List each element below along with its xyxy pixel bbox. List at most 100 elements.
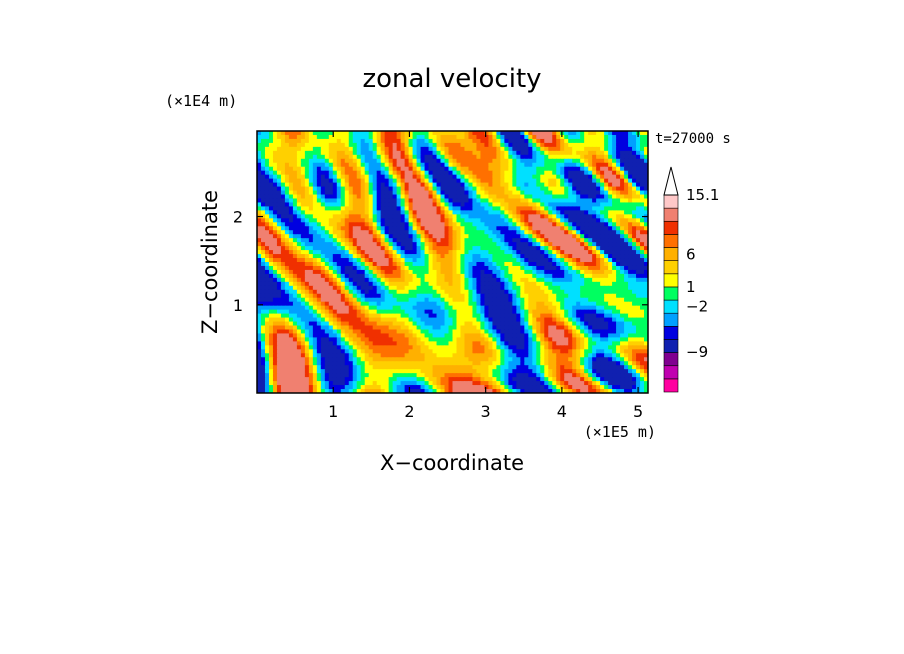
field-cell <box>588 131 593 136</box>
field-cell <box>600 190 605 196</box>
field-cell <box>356 309 362 315</box>
field-cell <box>300 238 306 243</box>
field-cell <box>428 150 434 156</box>
field-cell <box>476 194 482 200</box>
field-cell <box>268 258 274 263</box>
field-cell <box>636 321 641 327</box>
field-cell <box>500 277 505 283</box>
field-cell <box>296 174 302 180</box>
field-cell <box>320 250 326 255</box>
field-cell <box>260 222 266 227</box>
field-cell <box>604 325 609 331</box>
field-cell <box>280 325 286 331</box>
field-cell <box>448 198 454 204</box>
field-cell <box>384 297 390 303</box>
field-cell <box>572 297 577 303</box>
field-cell <box>600 285 605 291</box>
field-cell <box>356 174 362 180</box>
field-cell <box>624 162 629 168</box>
field-cell <box>580 265 585 271</box>
field-cell <box>336 265 342 271</box>
field-cell <box>368 317 374 323</box>
field-cell <box>332 131 338 136</box>
field-cell <box>508 317 513 323</box>
field-cell <box>316 218 322 223</box>
field-cell <box>308 170 314 176</box>
field-cell <box>480 309 486 315</box>
field-cell <box>560 309 565 315</box>
field-cell <box>368 134 374 140</box>
field-cell <box>556 281 561 287</box>
field-cell <box>480 226 486 231</box>
field-cell <box>612 309 617 315</box>
field-cell <box>448 265 454 271</box>
field-cell <box>616 146 621 152</box>
field-cell <box>428 226 434 231</box>
field-cell <box>296 317 302 323</box>
field-cell <box>420 214 426 219</box>
field-cell <box>460 234 466 239</box>
field-cell <box>600 242 605 247</box>
field-cell <box>612 138 617 144</box>
field-cell <box>520 131 525 136</box>
field-cell <box>540 293 545 299</box>
field-cell <box>316 210 322 215</box>
field-cell <box>340 313 346 319</box>
field-cell <box>368 206 374 211</box>
field-cell <box>328 194 334 200</box>
field-cell <box>620 273 625 279</box>
field-cell <box>600 297 605 303</box>
field-cell <box>404 230 410 235</box>
field-cell <box>368 131 374 136</box>
field-cell <box>508 190 513 196</box>
field-cell <box>608 198 613 204</box>
field-cell <box>284 150 290 156</box>
field-cell <box>412 254 418 259</box>
field-cell <box>528 226 533 231</box>
field-cell <box>496 321 501 327</box>
field-cell <box>312 138 318 144</box>
field-cell <box>516 246 521 251</box>
field-cell <box>468 273 474 279</box>
field-cell <box>464 285 470 291</box>
field-cell <box>520 166 525 172</box>
field-cell <box>416 150 422 156</box>
field-cell <box>360 134 366 140</box>
field-cell <box>540 162 545 168</box>
field-cell <box>564 250 569 255</box>
field-cell <box>257 170 262 176</box>
field-cell <box>640 325 645 331</box>
field-cell <box>540 258 545 263</box>
field-cell <box>384 178 390 184</box>
field-cell <box>492 269 497 275</box>
field-cell <box>280 273 286 279</box>
field-cell <box>532 254 537 259</box>
field-cell <box>556 150 561 156</box>
field-cell <box>608 309 613 315</box>
field-cell <box>568 170 573 176</box>
field-cell <box>312 210 318 215</box>
field-cell <box>572 289 577 295</box>
field-cell <box>536 293 541 299</box>
field-cell <box>257 210 262 215</box>
field-cell <box>544 269 549 275</box>
field-cell <box>308 289 314 295</box>
field-cell <box>496 269 501 275</box>
field-cell <box>268 269 274 275</box>
field-cell <box>280 202 286 208</box>
field-cell <box>312 329 318 335</box>
field-cell <box>284 154 290 160</box>
field-cell <box>544 210 549 215</box>
field-cell <box>476 206 482 211</box>
field-cell <box>336 254 342 259</box>
field-cell <box>264 210 270 215</box>
field-cell <box>532 218 537 223</box>
field-cell <box>488 285 493 291</box>
field-cell <box>488 238 493 243</box>
field-cell <box>316 150 322 156</box>
field-cell <box>384 269 390 275</box>
field-cell <box>364 254 370 259</box>
field-cell <box>604 142 609 148</box>
field-cell <box>620 269 625 275</box>
field-cell <box>520 265 525 271</box>
